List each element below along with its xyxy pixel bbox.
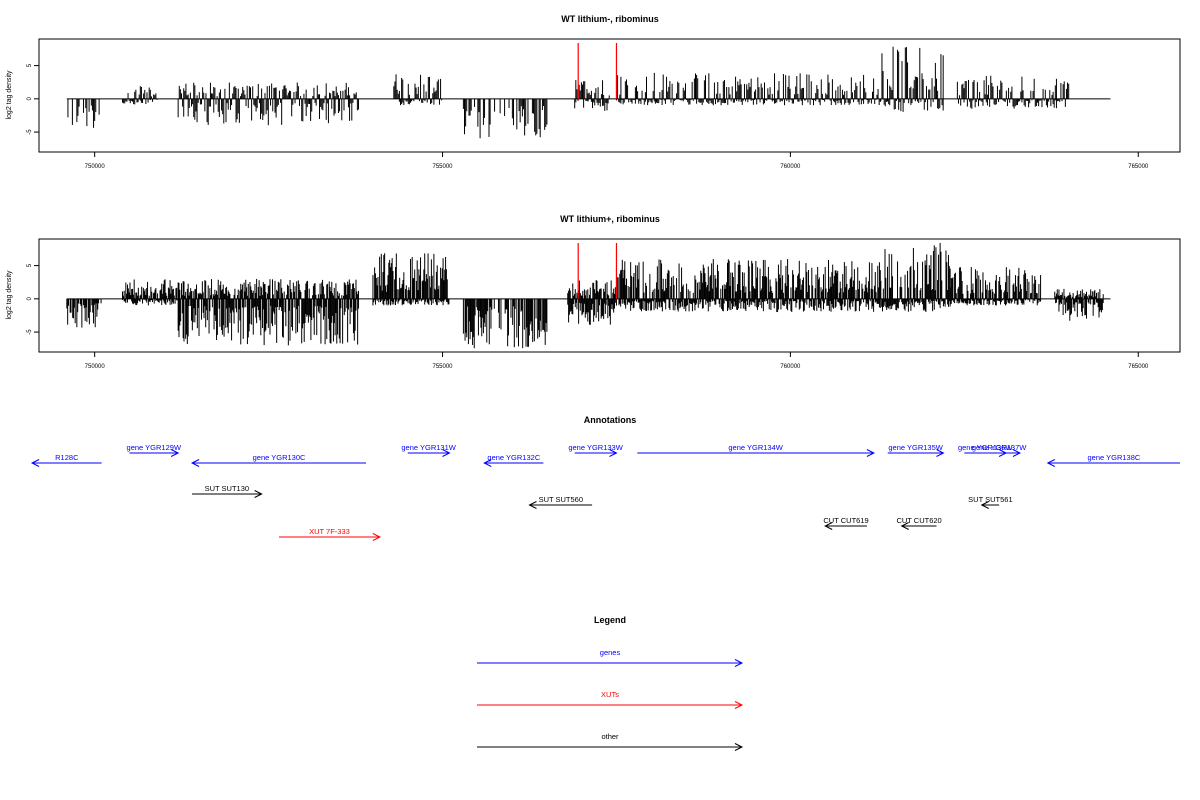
track-lithium-minus: WT lithium-, ribominus log2 tag density … — [6, 14, 1181, 170]
y-tick-label: 0 — [27, 96, 33, 100]
feature-arrow — [407, 449, 451, 457]
bar-series — [66, 43, 1111, 139]
feature-arrow — [978, 449, 1022, 457]
feature-label: gene YGR134W — [728, 443, 783, 452]
legend: Legend genes XUTs other — [477, 615, 744, 751]
x-tick-label: 760000 — [780, 164, 801, 170]
feature-arrow — [192, 490, 263, 498]
legend-items: genes XUTs other — [477, 648, 744, 751]
feature-arrow — [980, 501, 1000, 509]
legend-arrow — [477, 701, 744, 709]
feature-arrow — [887, 449, 945, 457]
axes: 750000 755000 760000 765000 5 0 -5 — [27, 63, 1149, 170]
feature-label: CUT CUT619 — [823, 516, 868, 525]
x-tick-label: 765000 — [1128, 164, 1149, 170]
y-tick-label: -5 — [27, 329, 33, 335]
feature-label: gene YGR130C — [253, 453, 306, 462]
plot-frame — [38, 38, 1181, 153]
feature-arrow — [190, 459, 366, 467]
y-tick-label: 5 — [27, 63, 33, 67]
annotation-features: R128C gene YGR129W gene YGR130C gene YGR131… — [30, 443, 1180, 541]
feature-arrow — [279, 533, 382, 541]
feature-label: SUT SUT561 — [968, 495, 1012, 504]
legend-title: Legend — [594, 615, 626, 625]
feature-arrow — [30, 459, 102, 467]
track-lithium-plus: WT lithium+, ribominus log2 tag density … — [6, 214, 1181, 370]
x-tick-label: 755000 — [433, 364, 454, 370]
feature-arrow — [824, 522, 867, 530]
feature-label: gene YGR133W — [568, 443, 623, 452]
legend-arrow — [477, 743, 744, 751]
bar-series — [66, 242, 1111, 349]
legend-label: genes — [600, 648, 621, 657]
feature-label: XUT 7F-333 — [309, 527, 350, 536]
y-tick-label: 5 — [27, 263, 33, 267]
x-tick-label: 755000 — [433, 164, 454, 170]
feature-label: SUT SUT560 — [539, 495, 583, 504]
y-axis-label: log2 tag density — [6, 70, 13, 120]
feature-label: gene YGR136W — [958, 443, 1013, 452]
legend-label: other — [601, 732, 619, 741]
feature-label: gene YGR132C — [487, 453, 540, 462]
feature-arrow — [1046, 459, 1180, 467]
feature-arrow — [900, 522, 937, 530]
annotations-title: Annotations — [584, 415, 637, 425]
track-title: WT lithium-, ribominus — [561, 14, 659, 24]
feature-arrow — [528, 501, 593, 509]
legend-arrow — [477, 659, 744, 667]
feature-arrow — [574, 449, 618, 457]
y-tick-label: -5 — [27, 129, 33, 135]
feature-arrow — [483, 459, 544, 467]
x-tick-label: 765000 — [1128, 364, 1149, 370]
x-tick-label: 760000 — [780, 364, 801, 370]
axes: 750000 755000 760000 765000 5 0 -5 — [27, 263, 1149, 370]
y-axis-label: log2 tag density — [6, 270, 13, 320]
feature-label: gene YGR138C — [1087, 453, 1140, 462]
x-tick-label: 750000 — [85, 164, 106, 170]
legend-label: XUTs — [601, 690, 619, 699]
feature-label: CUT CUT620 — [896, 516, 941, 525]
feature-label: gene YGR129W — [127, 443, 182, 452]
feature-arrow — [129, 449, 180, 457]
y-tick-label: 0 — [27, 296, 33, 300]
feature-label: gene YGR137W — [972, 443, 1027, 452]
feature-label: gene YGR131W — [401, 443, 456, 452]
track-title: WT lithium+, ribominus — [560, 214, 660, 224]
feature-label: SUT SUT130 — [205, 484, 249, 493]
annotations-panel: Annotations R128C gene YGR129W gene YGR130… — [30, 415, 1180, 541]
x-tick-label: 750000 — [85, 364, 106, 370]
feature-label: gene YGR135W — [888, 443, 943, 452]
feature-arrow — [637, 449, 875, 457]
feature-label: R128C — [55, 453, 79, 462]
plot-frame — [38, 238, 1181, 353]
